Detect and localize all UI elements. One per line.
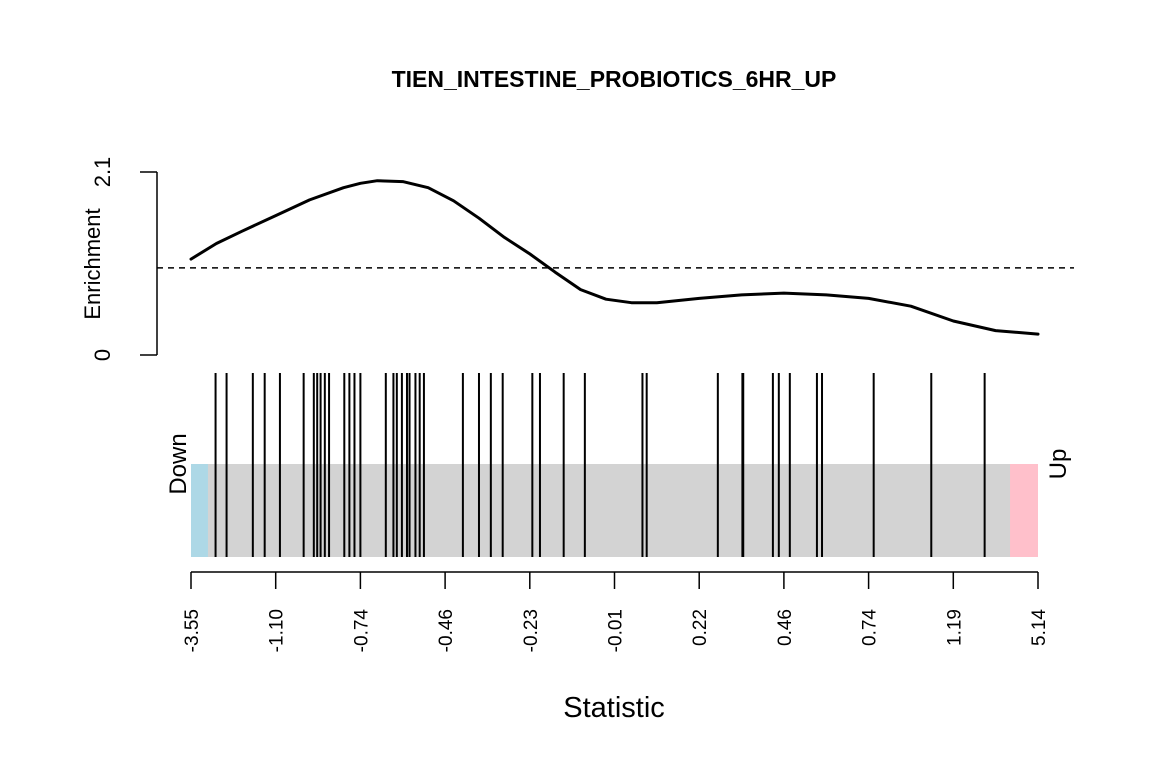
x-tick-label: 0.74 [860,609,881,646]
x-tick-label: -3.55 [182,609,203,652]
x-tick-label: 5.14 [1029,609,1050,646]
x-axis-label: Statistic [563,692,665,724]
x-tick-label: -0.74 [351,609,372,653]
x-axis-ticks: -3.55 -1.10 -0.74 -0.46 -0.23 -0.01 0.22 0.46 0.… [182,572,1050,652]
barcode-down-region [191,464,208,557]
x-tick-label: -0.01 [606,609,627,652]
x-tick-label: -0.46 [436,609,457,652]
down-label: Down [165,433,192,494]
x-tick-label: -0.23 [521,609,542,652]
y-axis-label: Enrichment [80,208,105,319]
chart-title: TIEN_INTESTINE_PROBIOTICS_6HR_UP [392,66,837,92]
y-tick-label-min: 0 [90,349,115,361]
up-label: Up [1045,449,1072,480]
x-tick-label: -1.10 [267,609,288,652]
barcode-up-region [1010,464,1038,557]
x-tick-label: 0.22 [690,609,711,646]
enrichment-curve [189,179,1040,336]
x-tick-label: 1.19 [944,609,965,646]
gene-bars [214,373,986,557]
barcode-middle-region [191,464,1038,557]
y-tick-label-max: 2.1 [90,157,115,188]
x-tick-label: 0.46 [775,609,796,646]
